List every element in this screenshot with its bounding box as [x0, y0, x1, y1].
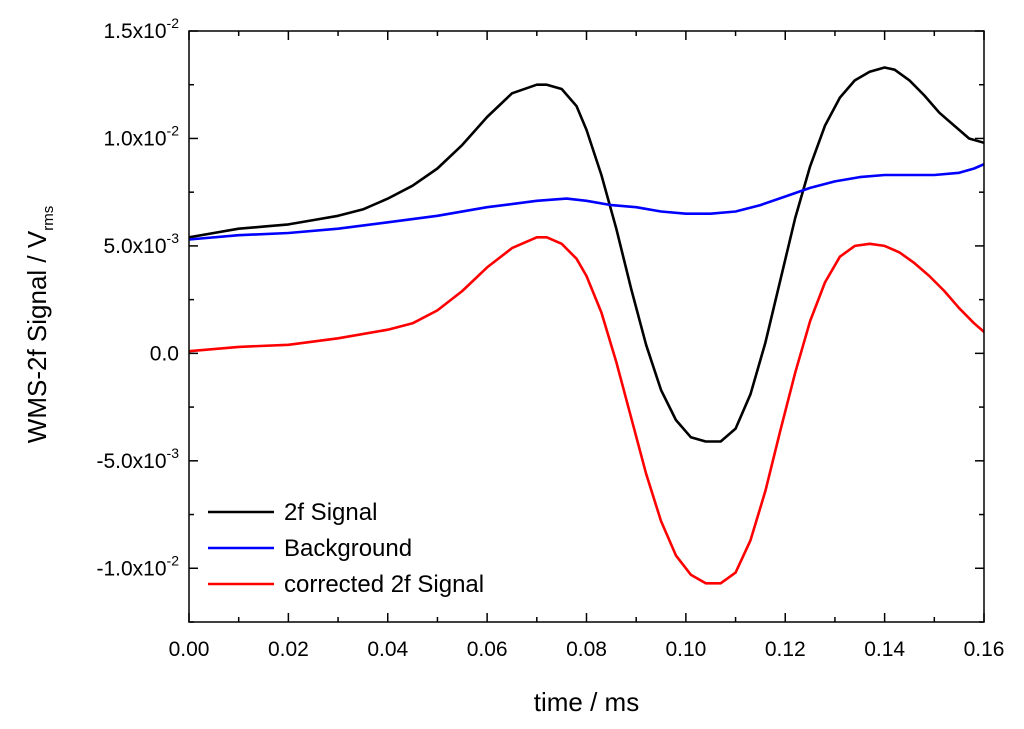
- legend-label: 2f Signal: [284, 499, 377, 526]
- x-tick-label: 0.00: [169, 638, 210, 661]
- y-axis: 1.5x10-2 1.0x10-2 5.0x10-3 0.0 -5.0x10-3 -1.0…: [97, 15, 984, 623]
- series-line-background: [189, 162, 984, 241]
- legend-label: Background: [284, 535, 412, 562]
- x-tick-label: 0.10: [665, 638, 706, 661]
- series-line-2f-signal: [189, 66, 984, 443]
- plot-frame: [188, 30, 985, 623]
- y-tick-label: 0.0: [150, 342, 179, 365]
- x-tick-label: 0.04: [367, 638, 408, 661]
- y-axis-title: WMS-2f Signal / Vrms: [22, 206, 57, 443]
- legend-item: Background: [208, 535, 412, 562]
- x-tick-label: 0.16: [964, 638, 1005, 661]
- legend-item: 2f Signal: [208, 499, 377, 526]
- x-tick-label: 0.06: [467, 638, 508, 661]
- x-tick-label: 0.08: [566, 638, 607, 661]
- series-line-corrected-2f-signal: [189, 236, 984, 585]
- x-tick-label: 0.02: [268, 638, 309, 661]
- x-axis: 0.00 0.02 0.04 0.06 0.08 0.10 0.12 0.14 0.16: [169, 31, 1005, 661]
- y-tick-label: -5.0x10-3: [97, 445, 180, 473]
- y-axis-title-main: WMS-2f Signal / V: [22, 230, 52, 443]
- legend-label: corrected 2f Signal: [284, 571, 484, 598]
- x-tick-label: 0.14: [864, 638, 905, 661]
- y-tick-label: -1.0x10-2: [97, 552, 180, 580]
- y-tick-label: 1.0x10-2: [103, 122, 179, 150]
- x-tick-label: 0.12: [765, 638, 806, 661]
- legend-item: corrected 2f Signal: [208, 571, 484, 598]
- legend: 2f Signal Background corrected 2f Signal: [208, 499, 484, 598]
- series-layer: [189, 66, 984, 585]
- y-axis-title-subscript: rms: [40, 206, 57, 231]
- y-tick-label: 5.0x10-3: [103, 230, 179, 258]
- y-tick-label: 1.5x10-2: [103, 15, 179, 43]
- x-axis-title: time / ms: [534, 687, 639, 717]
